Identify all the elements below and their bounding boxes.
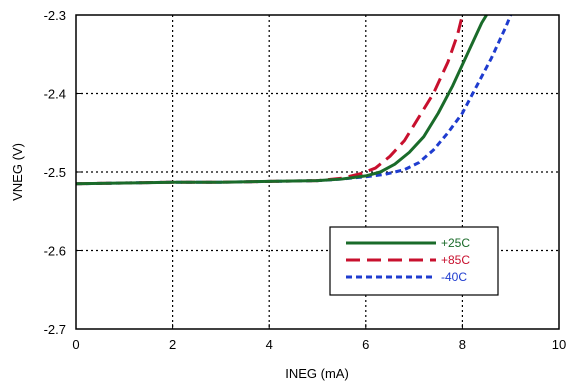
y-tick-label: -2.5 <box>44 165 66 180</box>
series-lines <box>76 15 513 186</box>
legend-label: +85C <box>441 253 470 267</box>
x-tick-label: 10 <box>552 337 566 352</box>
x-tick-label: 2 <box>169 337 176 352</box>
x-tick-label: 8 <box>459 337 466 352</box>
x-tick-label: 4 <box>266 337 273 352</box>
y-tick-label: -2.4 <box>44 87 66 102</box>
y-axis-label: VNEG (V) <box>10 143 25 201</box>
y-ticks: -2.3 -2.4 -2.5 -2.6 -2.7 <box>44 8 81 337</box>
x-tick-label: 6 <box>362 337 369 352</box>
legend-label: +25C <box>441 236 470 250</box>
y-tick-label: -2.6 <box>44 244 66 259</box>
x-ticks: 0 2 4 6 8 10 <box>72 324 566 352</box>
x-axis-label: INEG (mA) <box>285 366 349 381</box>
series-line-plus25c <box>76 15 488 186</box>
y-tick-label: -2.7 <box>44 322 66 337</box>
legend: +25C +85C -40C <box>329 226 499 296</box>
legend-label: -40C <box>441 270 467 284</box>
y-tick-label: -2.3 <box>44 8 66 23</box>
x-tick-label: 0 <box>72 337 79 352</box>
